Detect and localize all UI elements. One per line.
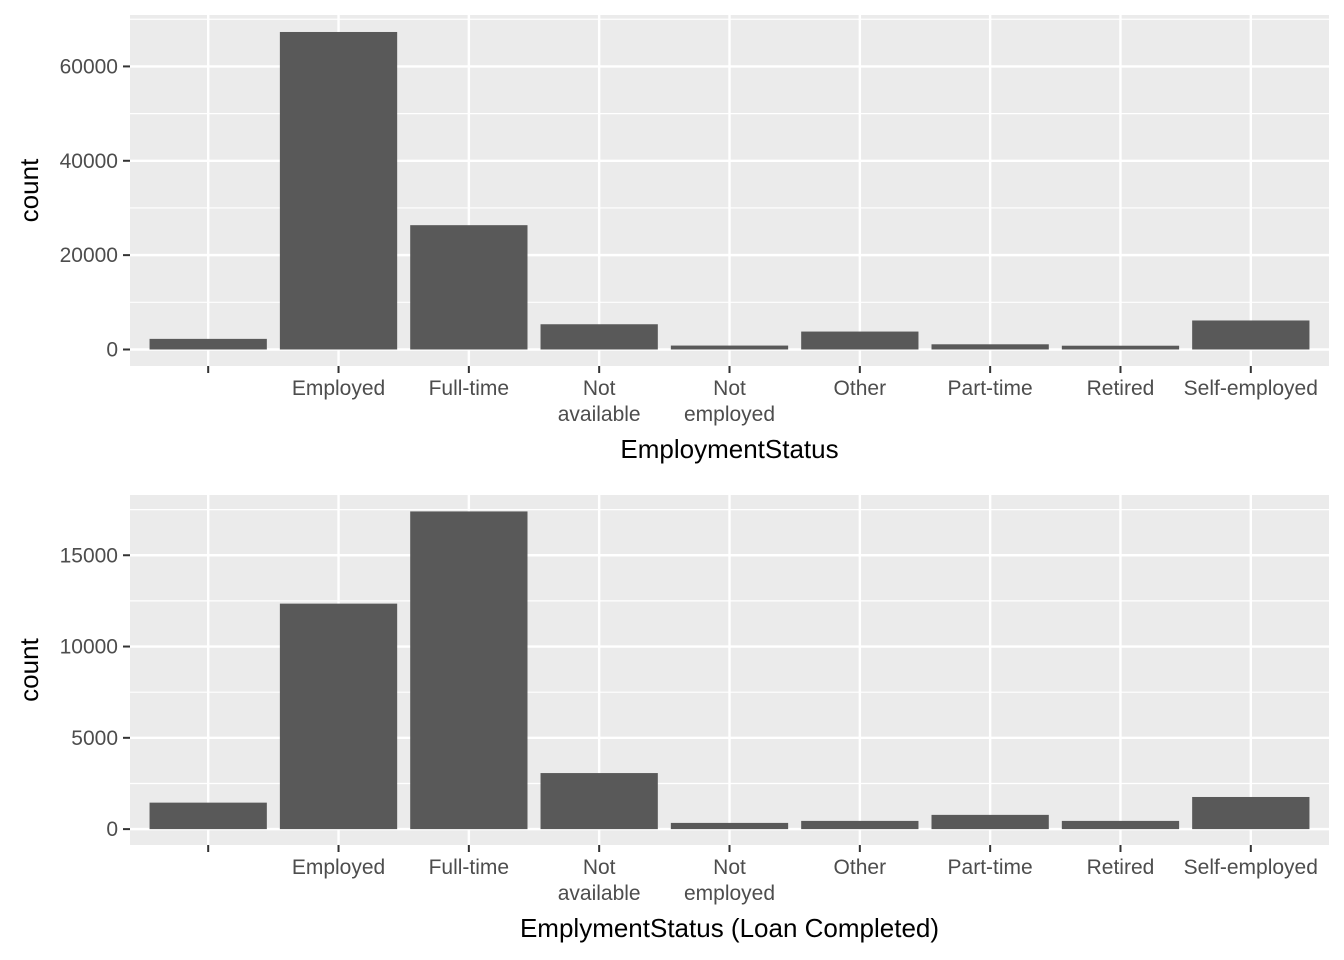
bar [801, 331, 919, 350]
y-tick-label: 0 [106, 338, 118, 361]
bar [149, 338, 267, 350]
bar [1061, 345, 1180, 350]
y-tick-label: 0 [106, 818, 118, 841]
x-tick-label: Full-time [429, 377, 510, 400]
x-tick-label: Employed [292, 377, 385, 400]
bar [279, 31, 398, 350]
bar [801, 820, 919, 830]
y-tick-label: 60000 [60, 55, 118, 78]
bar [670, 345, 789, 350]
bar [410, 225, 528, 350]
bar [149, 802, 267, 830]
bar [410, 511, 528, 830]
x-tick-label: Not employed [684, 856, 775, 905]
y-tick-label: 20000 [60, 244, 118, 267]
x-axis-title: EmploymentStatus [620, 434, 838, 464]
x-tick-label: Employed [292, 856, 385, 879]
y-tick-label: 15000 [60, 544, 118, 567]
chart-employment-status: 0 20000 40000 60000 Employed Full-time Not avai… [14, 15, 1329, 464]
x-tick-label: Self-employed [1184, 856, 1318, 879]
y-tick-label: 40000 [60, 150, 118, 173]
bar [1192, 320, 1310, 350]
x-tick-label: Not employed [684, 377, 775, 426]
x-tick-label: Part-time [948, 856, 1033, 879]
x-tick-label: Full-time [429, 856, 510, 879]
chart-employment-status-loan-completed: 0 5000 10000 15000 Employed Full-time Not avail… [14, 495, 1329, 943]
y-axis-title: count [14, 637, 44, 701]
bar [1192, 796, 1310, 830]
bar [279, 603, 398, 830]
bar [1061, 820, 1180, 830]
bar [931, 814, 1049, 830]
x-tick-label: Other [834, 856, 887, 879]
bar [540, 324, 658, 350]
y-tick-label: 5000 [71, 727, 118, 750]
bar [931, 344, 1049, 350]
y-axis-title: count [14, 158, 44, 222]
x-tick-label: Not available [558, 856, 641, 905]
bar [670, 822, 789, 830]
x-tick-label: Retired [1087, 377, 1155, 400]
x-tick-label: Self-employed [1184, 377, 1318, 400]
x-tick-label: Retired [1087, 856, 1155, 879]
y-tick-label: 10000 [60, 636, 118, 659]
x-tick-label: Other [834, 377, 887, 400]
bar [540, 773, 658, 830]
x-tick-label: Part-time [948, 377, 1033, 400]
x-tick-label: Not available [558, 377, 641, 426]
x-axis-title: EmplymentStatus (Loan Completed) [520, 913, 939, 943]
